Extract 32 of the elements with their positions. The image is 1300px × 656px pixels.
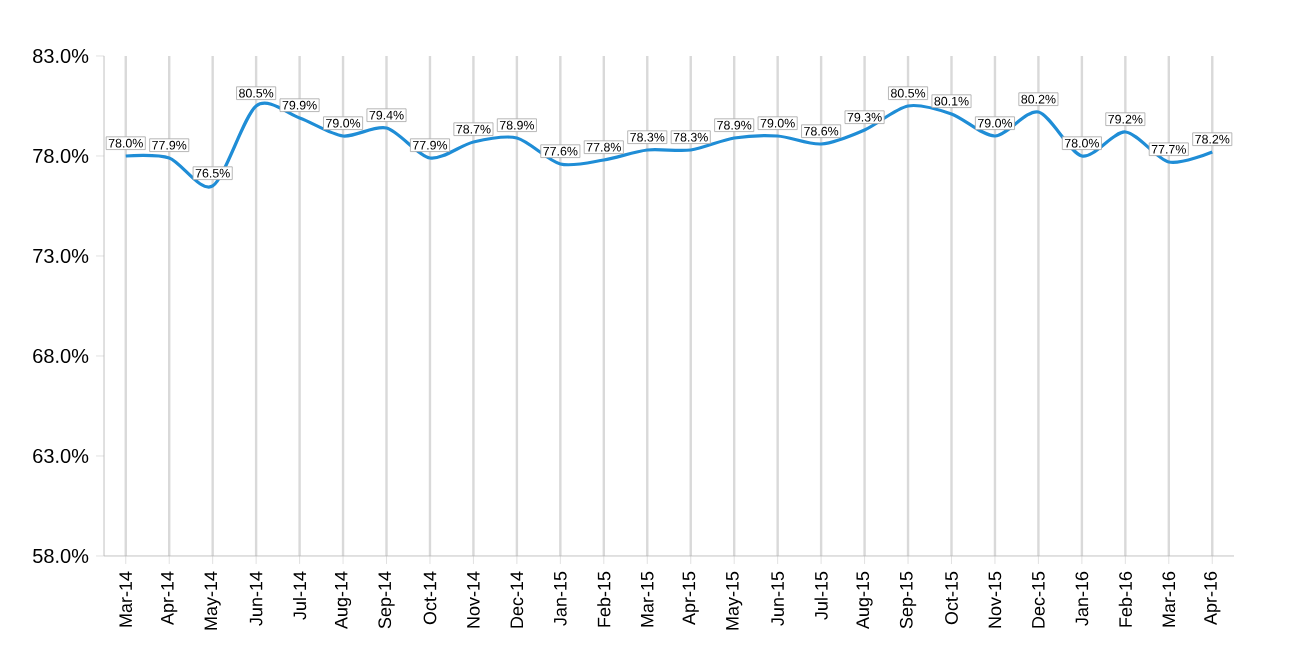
x-tick-label: Dec-15 [1032, 571, 1045, 628]
x-tick-label: Sep-15 [899, 571, 917, 629]
x-tick-label: May-14 [204, 571, 221, 630]
x-tick-label: Mar-15 [640, 571, 654, 627]
x-tick-label: Nov-14 [467, 571, 480, 628]
y-tick-label: 73.0% [33, 248, 89, 264]
x-tick-label: Oct-15 [945, 571, 958, 625]
x-tick-label: Apr-16 [1204, 571, 1221, 626]
x-tick-label: Aug-14 [334, 571, 352, 630]
x-tick-label: Jun-14 [249, 571, 263, 626]
x-tick-label: Feb-16 [1118, 571, 1132, 627]
x-tick-label: Jul-15 [814, 571, 828, 620]
y-tick-label: 78.0% [33, 148, 89, 164]
x-tick-label: Mar-14 [119, 571, 133, 627]
x-tick-label: Nov-15 [988, 571, 1002, 628]
y-tick-label: 58.0% [33, 548, 89, 564]
x-tick-label: Apr-14 [161, 571, 178, 626]
x-tick-label: Jun-15 [771, 571, 784, 626]
y-tick-label: 63.0% [33, 448, 89, 464]
y-tick-label: 68.0% [33, 348, 89, 364]
x-tick-label: Dec-14 [510, 571, 524, 628]
x-tick-label: May-15 [726, 571, 743, 630]
x-tick-label: Jul-14 [292, 571, 307, 620]
x-tick-label: Apr-15 [682, 571, 699, 626]
y-tick-label: 83.0% [33, 48, 89, 64]
x-tick-label: Jan-15 [554, 571, 567, 626]
x-tick-label: Feb-15 [597, 571, 611, 627]
x-tick-label: Mar-16 [1162, 571, 1176, 627]
x-tick-label: Jan-16 [1075, 571, 1089, 626]
x-tick-label: Aug-15 [856, 571, 873, 630]
x-tick-label: Oct-14 [423, 571, 437, 625]
x-tick-label: Sep-14 [378, 571, 395, 629]
